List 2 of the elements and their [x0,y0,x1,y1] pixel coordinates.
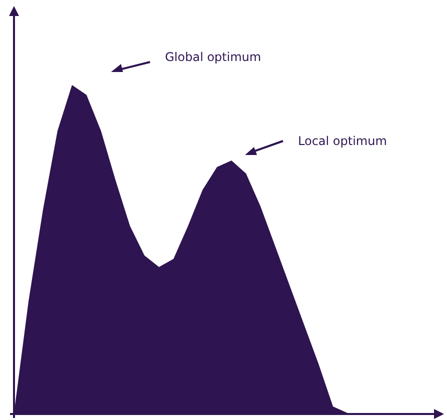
text: Global optimum [165,50,262,64]
annotation: Local optimum [298,134,387,148]
